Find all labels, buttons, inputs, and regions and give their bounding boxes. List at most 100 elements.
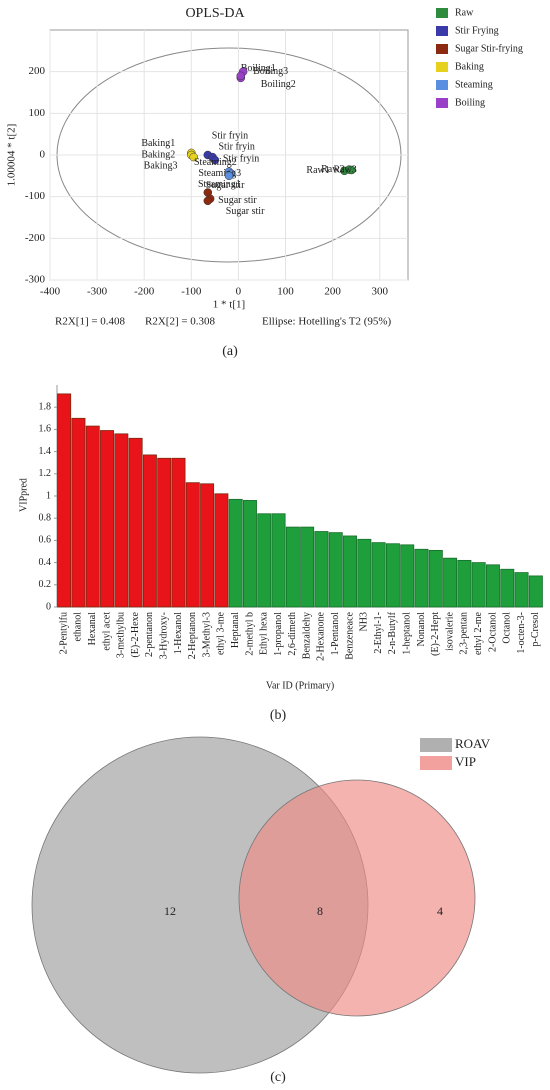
bar — [443, 557, 458, 608]
bar — [114, 433, 129, 608]
x-tick-label: 100 — [277, 286, 294, 298]
legend-swatch — [420, 738, 452, 752]
legend-swatch — [436, 8, 448, 18]
point-label: Baking1 — [141, 138, 175, 149]
legend-swatch — [436, 98, 448, 108]
x-tick-label: 2,6-dimeth — [287, 612, 298, 656]
x-tick-label: 1-Hexanol — [173, 612, 184, 654]
y-tick-label: -300 — [25, 274, 46, 286]
point — [210, 155, 220, 165]
x-tick-label: 1-heptanol — [402, 612, 413, 655]
y-tick-label: 1.2 — [39, 468, 52, 479]
y-tick-label: 200 — [29, 65, 46, 77]
chart-title: OPLS-DA — [185, 6, 245, 21]
x-tick-label: ethyl 2-me — [473, 611, 484, 655]
point-label: Steaming1 — [198, 179, 241, 190]
x-tick-label: NH3 — [359, 612, 370, 631]
x-tick-label: Ethyl hexa — [259, 611, 270, 655]
point-label: Sugar stir — [206, 180, 245, 191]
point-label: Stir fryin — [223, 153, 259, 164]
x-tick-label: ethanol — [73, 612, 84, 642]
x-tick-label: 2-Hexanone — [316, 611, 327, 660]
y-tick-label: -200 — [25, 232, 46, 244]
caption: (c) — [270, 1070, 286, 1085]
bar — [471, 562, 486, 608]
x-tick-label: Benzaldehy — [301, 612, 312, 659]
x-tick-label: 2-Octanol — [487, 612, 498, 652]
bar — [257, 513, 272, 608]
x-tick-label: 2,3-pentan — [459, 612, 470, 655]
point-label: Boiling2 — [261, 79, 296, 90]
legend-label: Sugar Stir-frying — [455, 43, 523, 54]
x-tick-label: 3-Methyl-3 — [201, 612, 212, 658]
point — [224, 171, 234, 181]
bar — [142, 454, 157, 608]
bar — [428, 549, 443, 608]
point-label: Steaming2 — [194, 157, 237, 168]
y-tick-label: -100 — [25, 190, 46, 202]
x-axis-label: 1 * t[1] — [213, 299, 245, 311]
x-tick-label: Nonanol — [416, 612, 427, 647]
x-tick-label: ethyl acet — [101, 612, 112, 651]
x-tick-label: 3-Hydroxy- — [159, 612, 170, 659]
bar — [271, 513, 286, 608]
legend-swatch — [420, 756, 452, 770]
bar — [485, 564, 500, 608]
x-tick-label: 2-n-Butylf — [387, 611, 398, 654]
region-count: 8 — [317, 904, 323, 918]
bar — [343, 535, 358, 608]
legend-label: Stir Frying — [455, 25, 499, 36]
point — [236, 71, 246, 81]
y-tick-label: 0.2 — [39, 579, 52, 590]
bar — [500, 568, 515, 608]
point — [347, 165, 356, 175]
point-label: Baking3 — [144, 160, 178, 171]
x-tick-label: -200 — [134, 286, 155, 298]
x-tick-label: Hexanal — [87, 612, 98, 646]
x-tick-label: 1-Pentanol — [330, 612, 341, 656]
bar — [57, 393, 72, 608]
bar — [242, 500, 257, 608]
y-axis-label: VIPpred — [18, 478, 29, 512]
x-tick-label: 2-pentanon — [144, 612, 155, 657]
bar — [228, 498, 243, 608]
y-tick-label: 0.6 — [39, 535, 52, 546]
x-tick-label: 0 — [236, 286, 242, 298]
x-tick-label: 2-Ethyl-1- — [373, 612, 384, 654]
x-tick-label: 1-octen-3- — [516, 612, 527, 654]
bar — [85, 425, 100, 608]
point-label: Raw1 — [306, 165, 329, 176]
point-label: Baking2 — [141, 149, 175, 160]
point-label: Raw2 — [321, 164, 344, 175]
x-tick-label: 3-methylbu — [116, 612, 127, 658]
x-tick-label: Benzeneace — [344, 611, 355, 659]
bar — [328, 532, 343, 608]
x-tick-label: (E)-2-Hexe — [130, 611, 141, 657]
bar — [100, 430, 115, 608]
legend-swatch — [436, 44, 448, 54]
point-label: Sugar stir — [218, 195, 257, 206]
bar — [314, 531, 329, 608]
y-tick-label: 0 — [40, 149, 46, 161]
bar — [514, 572, 529, 608]
point-label: Sugar stir — [226, 206, 265, 217]
bar — [185, 482, 200, 608]
x-tick-label: Octanol — [502, 612, 513, 644]
y-tick-label: 1 — [46, 490, 51, 501]
bar — [400, 544, 415, 608]
legend-label: Baking — [455, 61, 484, 72]
set-circle — [238, 779, 476, 1017]
x-tick-label: Heptanal — [230, 612, 241, 648]
y-axis-label: 1.00004 * t[2] — [6, 124, 18, 187]
y-tick-label: 1.8 — [39, 401, 52, 412]
point-label: Steaming3 — [198, 168, 241, 179]
x-tick-label: 2-Pentylfu — [58, 612, 69, 654]
x-axis-label: Var ID (Primary) — [266, 680, 334, 691]
point-label: Stir fryin — [212, 130, 248, 141]
annotation: Ellipse: Hotelling's T2 (95%) — [262, 316, 392, 328]
x-tick-label: ethyl 3-me — [216, 611, 227, 655]
y-tick-label: 0 — [46, 601, 51, 612]
bar — [200, 483, 215, 608]
legend-swatch — [436, 26, 448, 36]
